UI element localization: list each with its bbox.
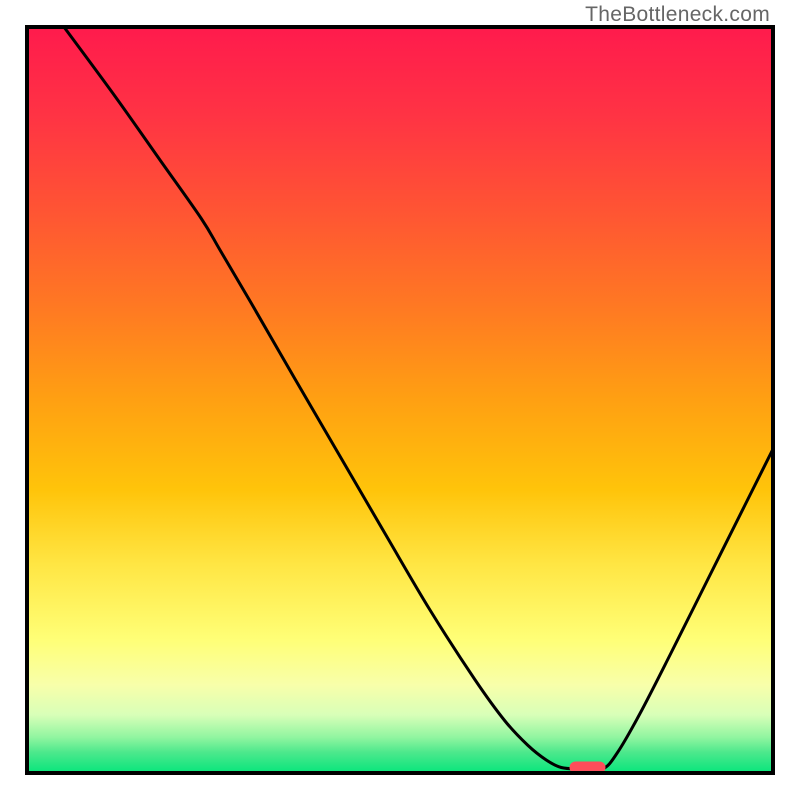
bottleneck-curve (25, 25, 775, 775)
chart-plot-area (25, 25, 775, 775)
chart-border-top (25, 25, 775, 29)
chart-border-left (25, 25, 29, 775)
watermark-text: TheBottleneck.com (585, 3, 770, 27)
chart-border-right (771, 25, 775, 775)
chart-border-bottom (25, 771, 775, 775)
